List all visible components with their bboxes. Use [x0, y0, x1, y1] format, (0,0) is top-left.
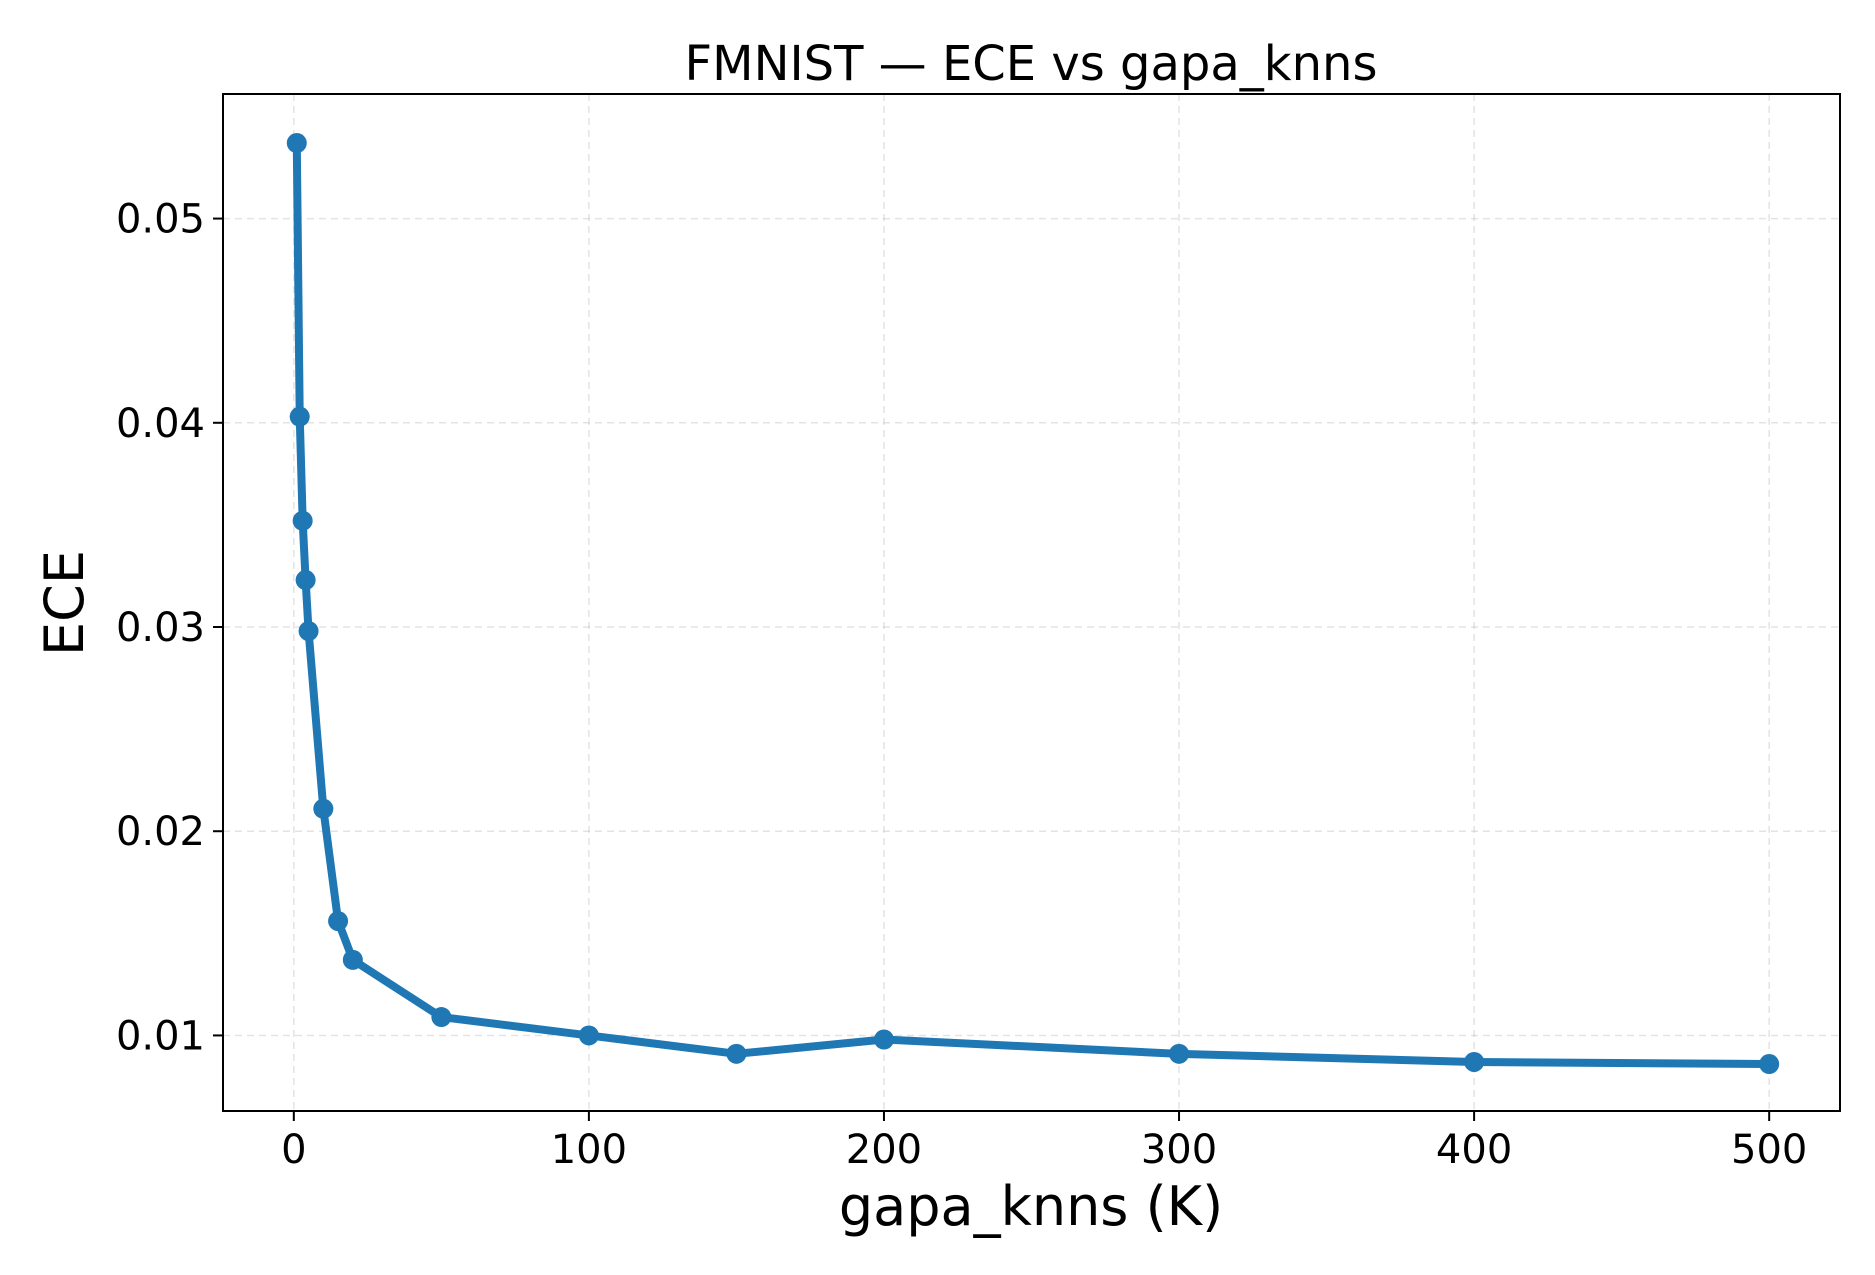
- x-axis-label: gapa_knns (K): [839, 1175, 1223, 1238]
- y-tick-label: 0.02: [116, 809, 205, 855]
- data-point: [1464, 1051, 1485, 1072]
- x-tick-label: 0: [281, 1127, 306, 1173]
- data-point: [342, 949, 363, 970]
- x-tick-label: 100: [551, 1127, 627, 1173]
- data-point: [431, 1007, 452, 1028]
- x-tick-label: 400: [1436, 1127, 1512, 1173]
- data-point: [295, 570, 316, 591]
- y-tick-label: 0.03: [116, 605, 205, 651]
- plot-frame: [222, 93, 1841, 1112]
- data-point: [328, 911, 349, 932]
- grid: [223, 94, 1840, 1111]
- axis-ticks: 0 100 200 300 400 500 0.01 0.02 0.03 0.04 0.05: [116, 197, 1807, 1173]
- data-point: [286, 133, 307, 154]
- data-point: [726, 1043, 747, 1064]
- y-axis-label: ECE: [33, 550, 96, 656]
- data-point: [292, 510, 313, 531]
- x-tick-label: 200: [846, 1127, 922, 1173]
- data-point: [289, 406, 310, 427]
- data-point: [873, 1029, 894, 1050]
- data-point: [298, 621, 319, 642]
- data-series: [286, 133, 1780, 1075]
- chart-title: FMNIST — ECE vs gapa_knns: [685, 36, 1378, 92]
- data-point: [1169, 1043, 1190, 1064]
- data-point: [578, 1025, 599, 1046]
- y-tick-label: 0.05: [116, 197, 205, 243]
- data-point: [1759, 1054, 1780, 1075]
- x-tick-label: 500: [1731, 1127, 1807, 1173]
- y-tick-label: 0.01: [116, 1013, 205, 1059]
- x-tick-label: 300: [1141, 1127, 1217, 1173]
- data-point: [313, 798, 334, 819]
- y-tick-label: 0.04: [116, 401, 205, 447]
